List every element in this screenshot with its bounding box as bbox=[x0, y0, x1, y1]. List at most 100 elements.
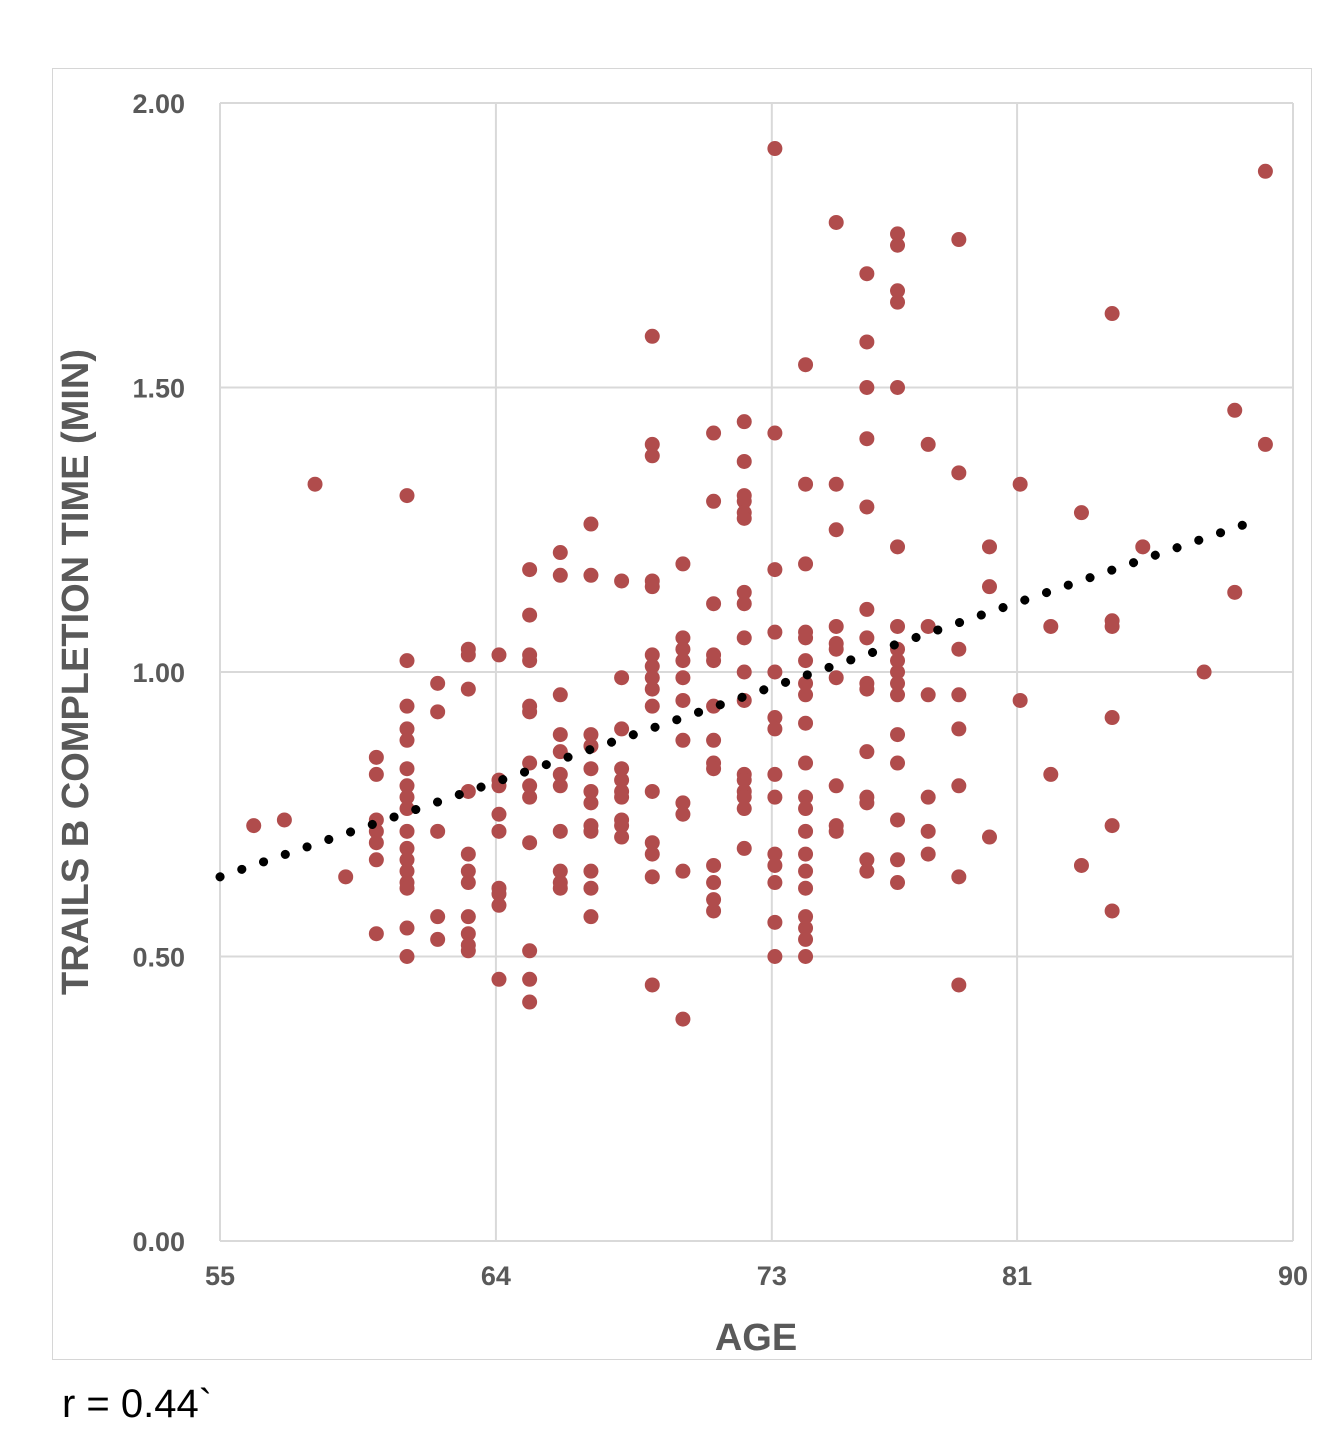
data-point bbox=[552, 880, 568, 896]
trendline-layer bbox=[215, 513, 1267, 882]
data-point bbox=[767, 425, 783, 441]
data-point bbox=[767, 875, 783, 891]
data-point bbox=[859, 334, 875, 350]
data-point bbox=[644, 783, 660, 799]
data-point bbox=[890, 618, 906, 634]
data-point bbox=[890, 727, 906, 743]
data-point bbox=[890, 283, 906, 299]
data-point bbox=[736, 510, 752, 526]
data-point bbox=[859, 380, 875, 395]
data-point bbox=[828, 670, 844, 686]
data-point bbox=[614, 573, 630, 589]
data-point bbox=[675, 1011, 691, 1027]
chart-frame bbox=[52, 68, 1312, 1360]
data-point bbox=[430, 909, 446, 925]
data-point bbox=[1043, 618, 1059, 634]
data-point bbox=[675, 692, 691, 708]
points-layer bbox=[246, 141, 1273, 1027]
data-point bbox=[368, 766, 384, 782]
data-point bbox=[522, 562, 538, 578]
data-point bbox=[399, 801, 415, 817]
data-point bbox=[460, 647, 476, 663]
data-point bbox=[706, 903, 722, 919]
data-point bbox=[460, 943, 476, 959]
data-point bbox=[399, 488, 415, 504]
data-point bbox=[767, 949, 783, 964]
data-point bbox=[920, 789, 936, 805]
data-point bbox=[399, 698, 415, 714]
data-point bbox=[890, 237, 906, 253]
data-point bbox=[890, 226, 906, 242]
data-point bbox=[552, 687, 568, 703]
tick-label-layer: 0.00 0.50 1.00 1.50 2.00 55 64 73 81 90 bbox=[132, 89, 1308, 1291]
data-point bbox=[736, 664, 752, 680]
data-point bbox=[951, 641, 967, 657]
data-point bbox=[706, 875, 722, 891]
data-point bbox=[798, 863, 814, 879]
x-tick-label: 64 bbox=[481, 1261, 511, 1291]
data-point bbox=[522, 704, 538, 720]
data-point bbox=[276, 812, 292, 828]
data-point bbox=[798, 476, 814, 492]
data-point bbox=[1012, 692, 1028, 708]
data-point bbox=[522, 835, 538, 851]
data-point bbox=[706, 493, 722, 509]
data-point bbox=[767, 624, 783, 640]
data-point bbox=[368, 835, 384, 851]
data-point bbox=[859, 431, 875, 447]
data-point bbox=[399, 852, 415, 868]
x-tick-label: 55 bbox=[205, 1261, 235, 1291]
data-point bbox=[644, 670, 660, 686]
data-point bbox=[767, 789, 783, 805]
x-tick-label: 90 bbox=[1278, 1261, 1308, 1291]
data-point bbox=[522, 943, 538, 959]
data-point bbox=[951, 869, 967, 885]
data-point bbox=[920, 687, 936, 703]
data-point bbox=[736, 772, 752, 788]
data-point bbox=[706, 892, 722, 908]
data-point bbox=[368, 852, 384, 868]
data-point bbox=[614, 789, 630, 805]
data-point bbox=[828, 476, 844, 492]
data-point bbox=[522, 778, 538, 794]
data-point bbox=[767, 710, 783, 726]
data-point bbox=[1104, 903, 1120, 919]
data-point bbox=[399, 823, 415, 839]
data-point bbox=[644, 977, 660, 993]
data-point bbox=[675, 653, 691, 669]
data-point bbox=[890, 664, 906, 680]
data-point bbox=[246, 818, 262, 834]
data-point bbox=[522, 755, 538, 771]
data-point bbox=[706, 857, 722, 873]
data-point bbox=[859, 681, 875, 697]
trendline bbox=[215, 513, 1267, 882]
data-point bbox=[399, 920, 415, 936]
data-point bbox=[460, 863, 476, 879]
data-point bbox=[706, 425, 722, 441]
data-point bbox=[890, 755, 906, 771]
data-point bbox=[951, 465, 967, 481]
data-point bbox=[675, 795, 691, 811]
data-point bbox=[644, 835, 660, 851]
data-point bbox=[675, 863, 691, 879]
data-point bbox=[767, 562, 783, 578]
data-point bbox=[1104, 710, 1120, 726]
data-point bbox=[890, 380, 906, 395]
data-point bbox=[430, 823, 446, 839]
data-point bbox=[1196, 664, 1212, 680]
data-point bbox=[644, 869, 660, 885]
data-point bbox=[890, 875, 906, 891]
data-point bbox=[736, 584, 752, 600]
data-point bbox=[307, 476, 323, 492]
y-axis-title: TRAILS B COMPLETION TIME (MIN) bbox=[55, 349, 97, 995]
data-point bbox=[951, 687, 967, 703]
data-point bbox=[644, 846, 660, 862]
data-point bbox=[552, 567, 568, 583]
data-point bbox=[460, 783, 476, 799]
data-point bbox=[736, 789, 752, 805]
data-point bbox=[1012, 476, 1028, 492]
y-tick-label: 1.00 bbox=[132, 658, 185, 688]
data-point bbox=[951, 232, 967, 248]
data-point bbox=[583, 727, 599, 743]
